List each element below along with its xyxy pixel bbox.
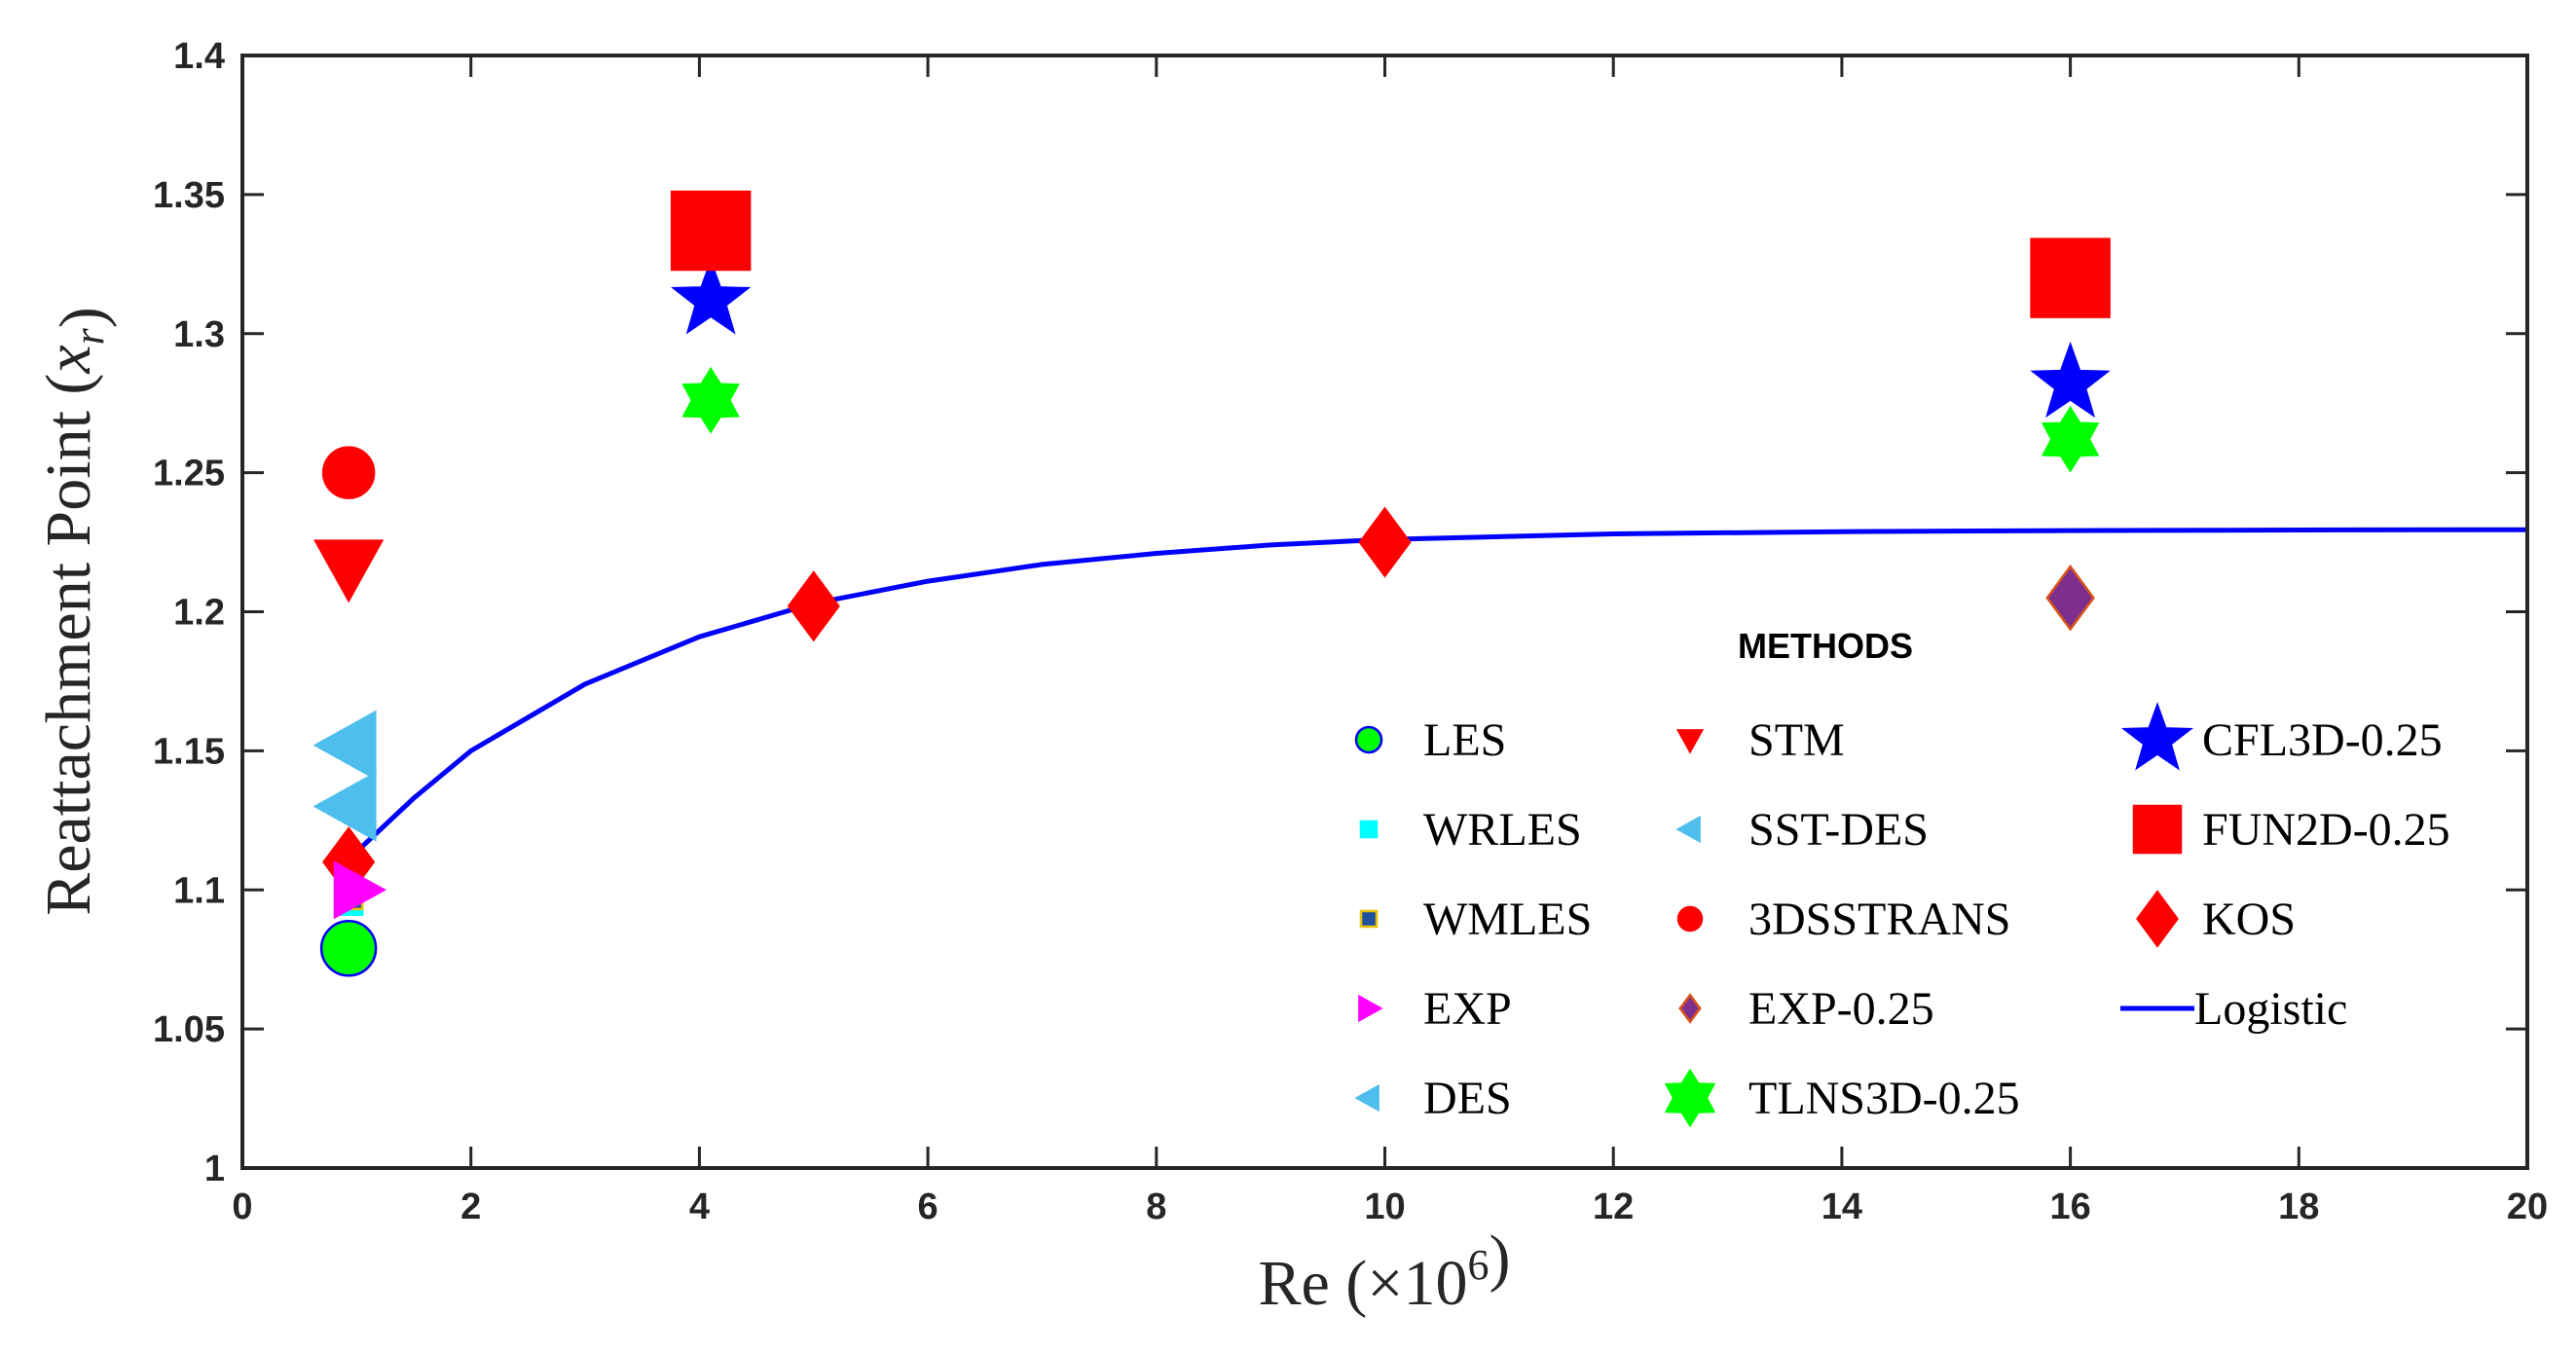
legend-3dsstrans-marker xyxy=(1676,905,1704,932)
legend-cfl3d-0-25-label: CFL3D-0.25 xyxy=(2202,714,2443,766)
y-tick-label: 1 xyxy=(204,1149,225,1189)
fun2d-0-25-point xyxy=(2030,238,2111,318)
x-tick-label: 8 xyxy=(1146,1187,1166,1227)
x-tick-label: 20 xyxy=(2507,1187,2548,1227)
ticks-layer: 0 2 4 6 8 10 12 14 16 18 20 1 1.05 1.1 1.15 1.2 1.25 1.3 1… xyxy=(153,36,2548,1227)
x-tick-label: 0 xyxy=(232,1187,252,1227)
kos-point xyxy=(1358,506,1412,578)
y-tick-label: 1.25 xyxy=(153,454,225,494)
legend-exp-0-25-label: EXP-0.25 xyxy=(1748,983,1934,1035)
cfl3d-0-25-point xyxy=(2030,341,2111,419)
x-tick-label: 16 xyxy=(2049,1187,2090,1227)
legend-exp-marker xyxy=(1358,994,1383,1023)
legend-stm-marker xyxy=(1675,729,1705,754)
legend-stm-label: STM xyxy=(1748,714,1845,766)
exp-0-25-point xyxy=(2045,564,2095,632)
fun2d-0-25-point xyxy=(670,190,752,272)
legend: METHODS LES WRLES WMLES EXP DES STM SST-DES 3DSS… xyxy=(1354,626,2450,1128)
legend-wmles-marker xyxy=(1359,909,1379,929)
tlns3d-0-25-point xyxy=(681,366,740,434)
x-tick-label: 4 xyxy=(689,1187,710,1227)
legend-exp-0-25-marker xyxy=(1678,993,1702,1024)
des-point xyxy=(313,771,377,842)
x-axis-label: Re (×106) xyxy=(1258,1223,1510,1319)
legend-wrles-marker xyxy=(1359,820,1379,839)
legend-title: METHODS xyxy=(1738,626,1913,666)
x-tick-label: 2 xyxy=(460,1187,481,1227)
y-tick-label: 1.3 xyxy=(173,314,225,355)
y-tick-label: 1.05 xyxy=(153,1009,225,1050)
fit-layer xyxy=(347,527,2528,861)
legend-tlns3d-0-25-label: TLNS3D-0.25 xyxy=(1748,1073,2020,1124)
stm-point xyxy=(313,539,385,603)
legend-des-label: DES xyxy=(1423,1073,1512,1124)
legend-tlns3d-0-25-marker xyxy=(1664,1068,1716,1128)
legend-exp-label: EXP xyxy=(1423,983,1512,1035)
x-tick-label: 18 xyxy=(2278,1187,2319,1227)
legend-fun2d-0-25-label: FUN2D-0.25 xyxy=(2202,804,2450,856)
kos-point xyxy=(787,570,840,642)
points-layer xyxy=(313,190,2111,977)
legend-sst-des-marker xyxy=(1675,815,1701,844)
plot-background xyxy=(242,55,2527,1168)
3dsstrans-point xyxy=(321,446,376,499)
legend-les-marker xyxy=(1354,725,1383,754)
legend-sst-des-label: SST-DES xyxy=(1748,804,1929,856)
cfl3d-0-25-point xyxy=(670,258,752,335)
legend-kos-marker xyxy=(2136,890,2179,948)
des-point xyxy=(313,710,377,781)
legend-wrles-label: WRLES xyxy=(1423,804,1582,856)
legend-kos-label: KOS xyxy=(2202,894,2296,945)
tlns3d-0-25-point xyxy=(2041,405,2100,473)
x-tick-label: 14 xyxy=(1822,1187,1862,1227)
les-point xyxy=(319,920,378,977)
legend-fun2d-0-25-marker xyxy=(2132,804,2183,855)
x-tick-label: 10 xyxy=(1364,1187,1405,1227)
x-tick-label: 12 xyxy=(1593,1187,1634,1227)
logistic-fit-line xyxy=(347,527,2528,861)
legend-cfl3d-0-25-marker xyxy=(2120,702,2194,771)
plot-frame xyxy=(240,54,2529,1170)
legend-wmles-label: WMLES xyxy=(1423,894,1592,945)
y-tick-label: 1.2 xyxy=(173,593,225,634)
legend-les-label: LES xyxy=(1423,714,1506,766)
x-tick-label: 6 xyxy=(918,1187,938,1227)
legend-3dsstrans-label: 3DSSTRANS xyxy=(1748,894,2010,945)
exp-point xyxy=(333,860,386,920)
y-tick-label: 1.4 xyxy=(173,36,225,77)
legend-logistic-label: Logistic xyxy=(2194,983,2347,1035)
y-axis-label: Reattachment Point (xr) xyxy=(33,307,118,916)
y-tick-label: 1.15 xyxy=(153,731,225,772)
legend-des-marker xyxy=(1354,1083,1380,1113)
y-tick-label: 1.35 xyxy=(153,175,225,216)
y-tick-label: 1.1 xyxy=(173,870,225,911)
